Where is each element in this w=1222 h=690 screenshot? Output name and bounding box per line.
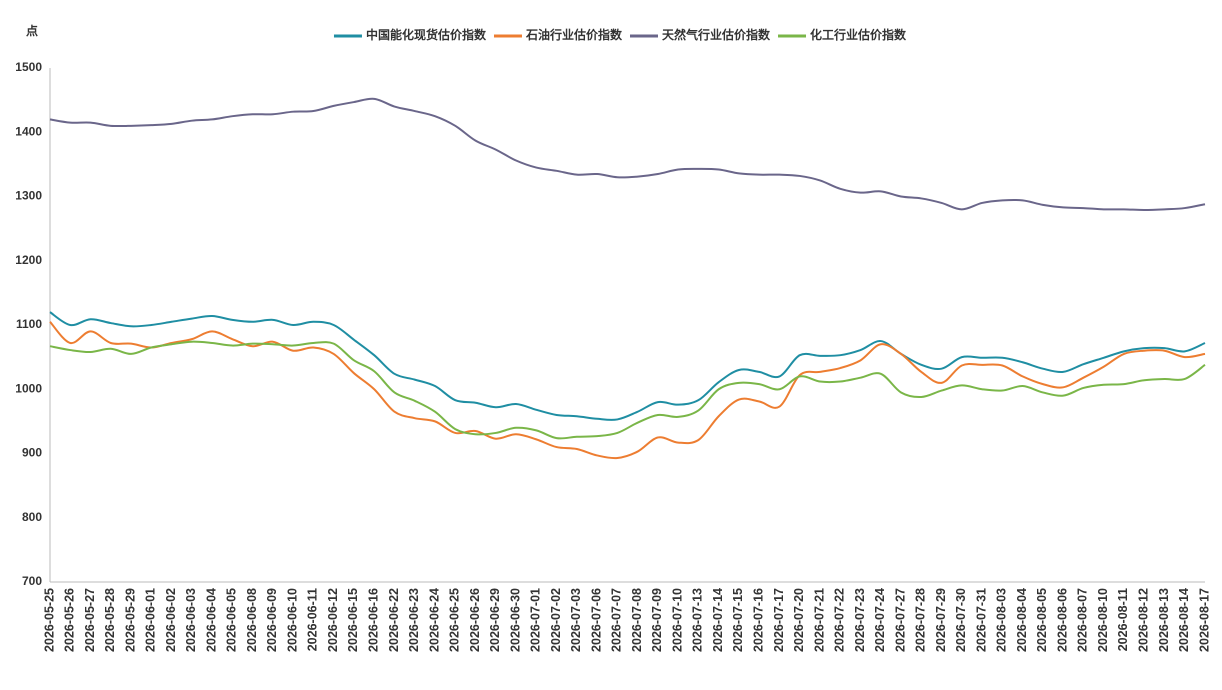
legend-label: 天然气行业估价指数 bbox=[662, 27, 771, 42]
x-tick-label: 2026-07-13 bbox=[691, 588, 705, 652]
x-tick-label: 2026-07-09 bbox=[650, 588, 664, 652]
y-tick-label: 1500 bbox=[15, 60, 42, 74]
x-tick-label: 2026-08-12 bbox=[1137, 588, 1151, 652]
x-tick-label: 2026-07-06 bbox=[589, 588, 603, 652]
x-tick-label: 2026-08-07 bbox=[1076, 588, 1090, 652]
x-tick-label: 2026-07-01 bbox=[529, 588, 543, 652]
x-tick-label: 2026-07-07 bbox=[610, 588, 624, 652]
x-tick-label: 2026-06-12 bbox=[326, 588, 340, 652]
series-line bbox=[49, 311, 1206, 421]
x-tick-label: 2026-08-10 bbox=[1096, 588, 1110, 652]
x-tick-label: 2026-07-21 bbox=[812, 588, 826, 652]
x-tick-label: 2026-05-27 bbox=[83, 588, 97, 652]
y-tick-label: 1000 bbox=[15, 381, 42, 395]
x-tick-label: 2026-06-26 bbox=[468, 588, 482, 652]
x-tick-label: 2026-07-31 bbox=[974, 588, 988, 652]
x-tick-label: 2026-06-22 bbox=[387, 588, 401, 652]
x-tick-label: 2026-05-25 bbox=[42, 588, 56, 652]
series-line bbox=[49, 97, 1206, 211]
x-tick-label: 2026-06-11 bbox=[306, 588, 320, 651]
x-tick-label: 2026-07-17 bbox=[772, 588, 786, 652]
x-tick-label: 2026-06-05 bbox=[225, 588, 239, 652]
x-tick-label: 2026-05-26 bbox=[63, 588, 77, 652]
y-axis-label: 点 bbox=[26, 23, 38, 38]
x-tick-label: 2026-07-23 bbox=[853, 588, 867, 652]
x-tick-label: 2026-06-10 bbox=[285, 588, 299, 652]
x-tick-label: 2026-07-24 bbox=[873, 588, 887, 652]
x-tick-label: 2026-07-22 bbox=[833, 588, 847, 652]
legend-label: 化工行业估价指数 bbox=[810, 27, 907, 42]
x-tick-label: 2026-07-14 bbox=[711, 588, 725, 652]
x-tick-label: 2026-07-08 bbox=[630, 588, 644, 652]
x-tick-label: 2026-08-04 bbox=[1015, 588, 1029, 652]
x-tick-label: 2026-08-03 bbox=[995, 588, 1009, 652]
x-tick-label: 2026-06-08 bbox=[245, 588, 259, 652]
x-tick-label: 2026-05-29 bbox=[123, 588, 137, 652]
x-tick-label: 2026-07-28 bbox=[914, 588, 928, 652]
y-tick-label: 1100 bbox=[16, 317, 42, 331]
x-tick-label: 2026-07-29 bbox=[934, 588, 948, 652]
x-tick-label: 2026-07-30 bbox=[954, 588, 968, 652]
y-tick-label: 700 bbox=[22, 574, 42, 588]
y-tick-label: 1400 bbox=[15, 124, 42, 138]
y-tick-label: 1300 bbox=[15, 189, 42, 203]
series-line bbox=[49, 340, 1206, 440]
legend-label: 中国能化现货估价指数 bbox=[366, 27, 487, 42]
x-tick-label: 2026-07-10 bbox=[670, 588, 684, 652]
x-tick-label: 2026-06-15 bbox=[346, 588, 360, 652]
x-tick-label: 2026-08-14 bbox=[1177, 588, 1191, 652]
x-tick-label: 2026-08-06 bbox=[1055, 588, 1069, 652]
y-tick-label: 800 bbox=[22, 510, 42, 524]
x-tick-label: 2026-06-03 bbox=[184, 588, 198, 652]
x-tick-label: 2026-07-15 bbox=[731, 588, 745, 652]
x-tick-label: 2026-07-27 bbox=[893, 588, 907, 652]
x-tick-label: 2026-06-01 bbox=[144, 588, 158, 652]
x-tick-label: 2026-07-20 bbox=[792, 588, 806, 652]
x-tick-label: 2026-05-28 bbox=[103, 588, 117, 652]
x-tick-label: 2026-06-23 bbox=[407, 588, 421, 652]
x-tick-label: 2026-08-17 bbox=[1197, 588, 1211, 652]
x-tick-label: 2026-07-03 bbox=[569, 588, 583, 652]
x-tick-label: 2026-08-05 bbox=[1035, 588, 1049, 652]
legend-label: 石油行业估价指数 bbox=[525, 27, 623, 42]
x-tick-label: 2026-06-09 bbox=[265, 588, 279, 652]
x-tick-label: 2026-06-24 bbox=[427, 588, 441, 652]
x-tick-label: 2026-08-13 bbox=[1157, 588, 1171, 652]
x-tick-label: 2026-06-04 bbox=[204, 588, 218, 652]
x-tick-label: 2026-07-02 bbox=[549, 588, 563, 652]
y-tick-label: 1200 bbox=[15, 253, 42, 267]
x-tick-label: 2026-06-16 bbox=[367, 588, 381, 652]
x-tick-label: 2026-06-02 bbox=[164, 588, 178, 652]
series-line bbox=[49, 321, 1206, 460]
y-tick-label: 900 bbox=[22, 446, 42, 460]
x-tick-label: 2026-06-25 bbox=[448, 588, 462, 652]
x-tick-label: 2026-06-29 bbox=[488, 588, 502, 652]
x-tick-label: 2026-06-30 bbox=[508, 588, 522, 652]
x-tick-label: 2026-07-16 bbox=[752, 588, 766, 652]
x-tick-label: 2026-08-11 bbox=[1116, 588, 1130, 651]
